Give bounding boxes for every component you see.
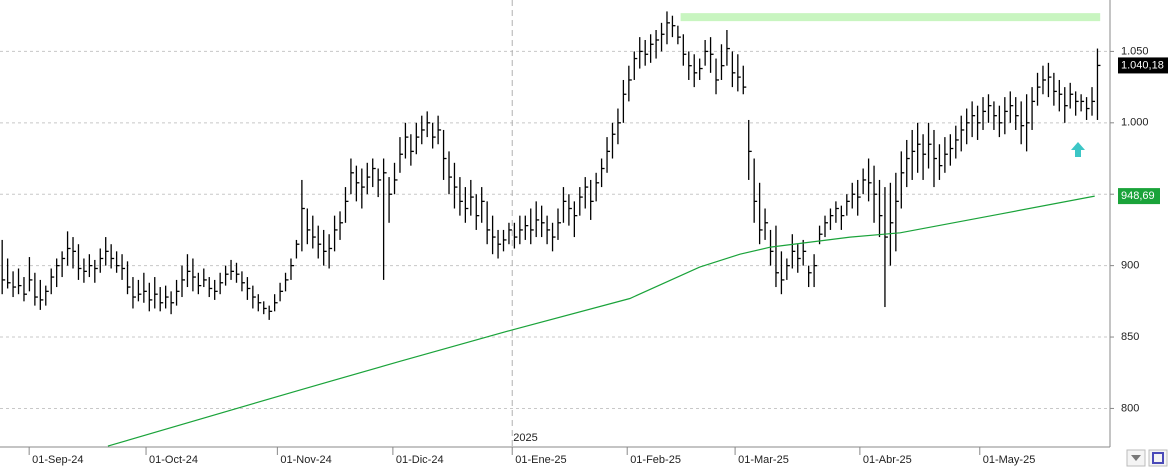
ma-price-box [1118,188,1160,205]
x-tick-label: 01-Mar-25 [738,454,789,466]
last-price-box [1118,57,1168,74]
year-label: 2025 [513,432,537,444]
y-tick-label: 1.000 [1121,117,1149,129]
toolbar [1126,449,1168,467]
y-tick-label: 900 [1121,260,1139,272]
y-tick-label: 1.050 [1121,45,1149,57]
y-tick-label: 850 [1121,331,1139,343]
x-tick-label: 01-Feb-25 [630,454,681,466]
last-price-label: 1.040,18 [1121,59,1164,71]
icon [1152,452,1164,464]
resistance-band [680,13,1101,22]
x-tick-label: 01-Abr-25 [863,454,912,466]
ma-price-label: 948,69 [1121,190,1155,202]
y-tick-label: 800 [1121,402,1139,414]
x-tick-label: 01-Sep-24 [32,454,83,466]
arrow-icon [1071,142,1085,157]
x-tick-label: 01-May-25 [983,454,1036,466]
moving-average [107,195,1095,447]
x-tick-label: 01-Nov-24 [280,454,331,466]
x-tick-label: 01-Ene-25 [515,454,566,466]
x-tick-label: 01-Oct-24 [149,454,198,466]
icon [1131,455,1141,461]
x-tick-label: 01-Dic-24 [396,454,444,466]
